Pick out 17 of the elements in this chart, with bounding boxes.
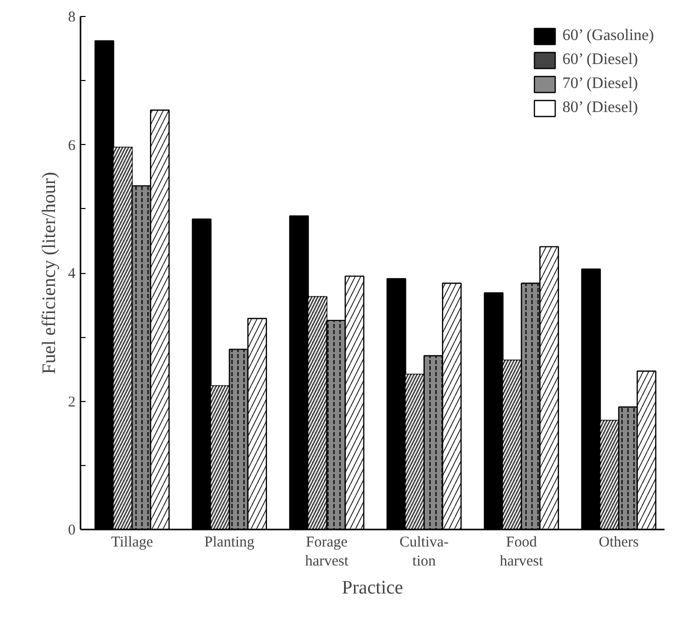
legend-label: 70’ (Diesel) [562,75,638,93]
y-tick-label: 8 [68,10,76,26]
y-tick-label: 4 [68,266,76,282]
legend-label: 60’ (Gasoline) [562,27,654,45]
legend-label: 80’ (Diesel) [562,99,638,117]
x-tick-label: Tillage [111,534,154,550]
x-tick-label: Cultiva- tion [400,534,449,570]
x-axis-title: Practice [342,578,404,599]
x-tick-label: Others [598,534,639,550]
x-tick-label: Planting [204,534,255,550]
y-axis-title: Fuel efficiency (liter/hour) [39,172,60,374]
x-tick-label: Food harvest [500,534,544,570]
x-tick-label: Forage harvest [305,534,350,570]
y-tick-label: 0 [68,522,76,538]
y-tick-label: 6 [68,138,76,154]
y-tick-label: 2 [68,394,76,410]
legend-label: 60’ (Diesel) [562,51,638,69]
